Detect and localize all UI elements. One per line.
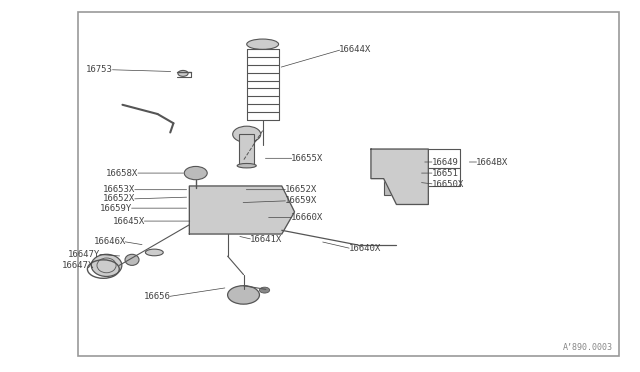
Circle shape (259, 287, 269, 293)
Text: 16647X: 16647X (61, 261, 94, 270)
Ellipse shape (92, 254, 122, 276)
Text: 16753: 16753 (86, 65, 113, 74)
Text: 16659Y: 16659Y (100, 203, 132, 213)
Text: 1664BX: 1664BX (476, 157, 508, 167)
Circle shape (401, 179, 411, 185)
Bar (384, 169, 419, 195)
Text: A’890.0003: A’890.0003 (563, 343, 613, 352)
Text: 16653X: 16653X (103, 185, 135, 194)
Bar (239, 134, 254, 166)
Text: 16655X: 16655X (291, 154, 324, 163)
Ellipse shape (145, 249, 163, 256)
Text: 16651: 16651 (431, 169, 458, 177)
Text: 16658X: 16658X (106, 169, 138, 177)
Text: 16652X: 16652X (285, 185, 317, 194)
Ellipse shape (191, 195, 213, 199)
Circle shape (228, 286, 259, 304)
Polygon shape (189, 186, 294, 234)
Text: 16652X: 16652X (103, 195, 135, 203)
Ellipse shape (237, 163, 256, 168)
Text: 16649: 16649 (431, 157, 458, 167)
Circle shape (394, 176, 417, 189)
Text: 16647Y: 16647Y (68, 250, 100, 259)
Text: 16645X: 16645X (113, 217, 145, 225)
Text: 16641X: 16641X (250, 235, 282, 244)
Text: 16644X: 16644X (339, 45, 371, 54)
Circle shape (178, 70, 188, 76)
Ellipse shape (191, 210, 213, 214)
Ellipse shape (246, 39, 278, 49)
Ellipse shape (191, 206, 213, 210)
Text: 16660X: 16660X (291, 213, 324, 222)
Text: 16640X: 16640X (349, 244, 381, 253)
Circle shape (184, 166, 207, 180)
Text: 16650X: 16650X (431, 180, 464, 189)
Circle shape (199, 199, 256, 232)
Ellipse shape (191, 201, 213, 205)
Circle shape (233, 126, 260, 142)
Text: 16646X: 16646X (93, 237, 125, 246)
Text: 16656: 16656 (143, 292, 170, 301)
Circle shape (210, 205, 246, 226)
Ellipse shape (191, 190, 213, 193)
Polygon shape (371, 149, 428, 205)
Circle shape (220, 211, 236, 220)
Text: 16659X: 16659X (285, 196, 317, 205)
Ellipse shape (125, 254, 139, 265)
Bar (78, 13, 620, 356)
